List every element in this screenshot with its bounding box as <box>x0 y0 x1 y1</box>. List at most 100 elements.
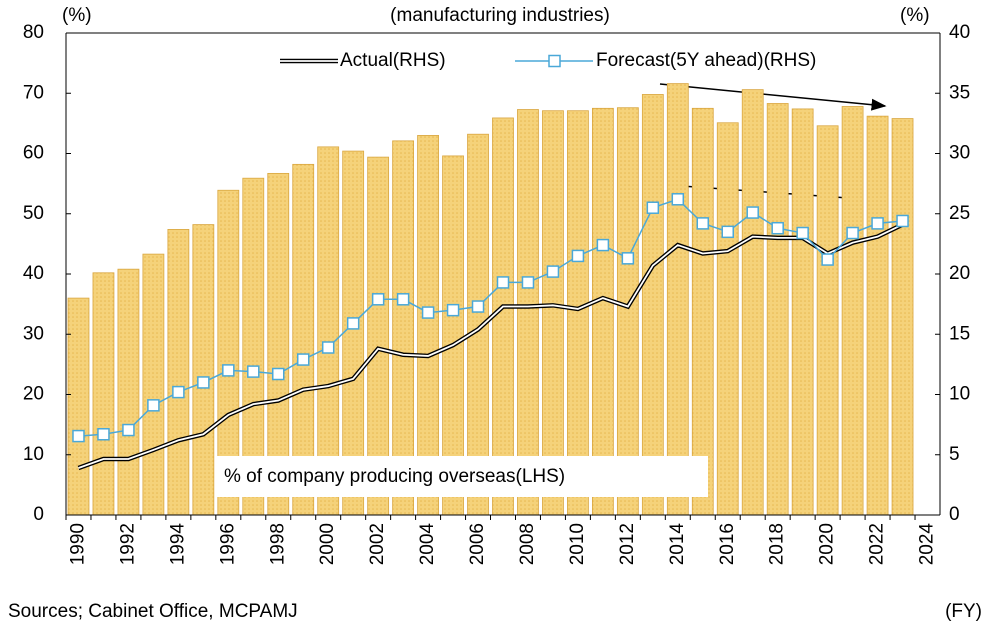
bar <box>117 268 140 516</box>
y2-tick-label: 15 <box>949 323 970 344</box>
x-tick-label: 2006 <box>467 523 488 565</box>
bar <box>741 89 764 516</box>
y2-tick-label: 25 <box>949 203 970 224</box>
forecast-marker <box>871 217 884 230</box>
bar <box>192 224 215 516</box>
x-tick-label: 2012 <box>617 523 638 565</box>
x-tick-label: 2016 <box>717 523 738 565</box>
bar <box>67 297 90 516</box>
legend-swatch <box>548 54 561 68</box>
forecast-marker <box>846 226 859 240</box>
legend-label: Actual(RHS) <box>340 50 446 71</box>
bar <box>891 118 914 516</box>
forecast-marker <box>596 238 610 252</box>
forecast-marker <box>546 265 560 278</box>
forecast-marker <box>122 423 135 437</box>
actual-line <box>78 223 903 469</box>
bar <box>567 110 589 516</box>
y-tick-label: 60 <box>23 143 44 164</box>
y-tick-label: 70 <box>23 82 44 103</box>
forecast-marker <box>147 399 160 412</box>
x-tick-label: 1990 <box>68 523 89 565</box>
forecast-marker <box>396 293 410 306</box>
forecast-marker <box>72 429 85 443</box>
legend-label: Forecast(5Y ahead)(RHS) <box>596 50 816 71</box>
bar <box>866 115 889 516</box>
forecast-marker <box>621 252 635 265</box>
x-tick-label: 2010 <box>567 523 588 565</box>
forecast-marker <box>97 428 110 441</box>
y2-tick-label: 10 <box>949 384 970 405</box>
bar <box>142 253 165 516</box>
bar <box>816 125 839 516</box>
bar <box>791 108 814 516</box>
y-tick-label: 10 <box>23 444 44 465</box>
x-tick-label: 2014 <box>667 523 688 566</box>
forecast-marker <box>696 217 710 230</box>
forecast-marker <box>421 306 435 319</box>
y2-axis-label: (%) <box>900 5 930 26</box>
bar <box>766 103 789 516</box>
y2-tick-label: 20 <box>949 263 970 284</box>
forecast-marker <box>446 303 460 317</box>
forecast-marker <box>346 317 360 330</box>
y-tick-label: 50 <box>23 203 44 224</box>
forecast-marker <box>197 376 210 389</box>
x-tick-label: 2020 <box>817 523 838 565</box>
forecast-marker <box>571 249 585 263</box>
forecast-marker <box>721 225 734 239</box>
bar <box>167 229 190 516</box>
forecast-marker <box>296 353 310 366</box>
trend-arrow <box>659 83 887 111</box>
y-tick-label: 40 <box>23 263 44 284</box>
forecast-marker <box>496 276 510 289</box>
y-axis-label: (%) <box>62 5 92 26</box>
x-tick-label: 2018 <box>767 523 788 565</box>
x-tick-label: 1992 <box>117 523 138 565</box>
y2-tick-label: 5 <box>949 444 960 465</box>
y-tick-label: 20 <box>23 384 44 405</box>
forecast-line <box>78 198 903 437</box>
series-label-box <box>215 456 708 497</box>
forecast-marker <box>646 201 660 214</box>
bar <box>841 106 864 516</box>
bar <box>691 107 714 516</box>
bar <box>591 107 614 516</box>
x-tick-label: 1996 <box>217 523 238 565</box>
x-tick-label: 2008 <box>517 523 538 565</box>
forecast-marker <box>746 206 759 219</box>
x-tick-label: 2024 <box>917 523 938 566</box>
y-tick-label: 0 <box>33 504 44 525</box>
y-tick-label: 80 <box>23 22 44 43</box>
x-tick-label: 2004 <box>417 523 438 566</box>
forecast-marker <box>272 367 285 381</box>
x-tick-label: 1994 <box>167 523 188 566</box>
forecast-marker <box>471 300 485 313</box>
bar <box>492 117 514 516</box>
y2-tick-label: 35 <box>949 82 970 103</box>
x-tick-label: 2000 <box>317 523 338 565</box>
forecast-marker <box>521 276 535 289</box>
x-tick-label: 1998 <box>267 523 288 565</box>
y2-tick-label: 0 <box>949 504 960 525</box>
bar <box>641 94 664 516</box>
bar <box>666 83 689 516</box>
forecast-marker <box>172 385 185 399</box>
y2-tick-label: 30 <box>949 143 970 164</box>
forecast-marker <box>896 214 909 228</box>
forecast-marker <box>671 193 685 206</box>
bar <box>716 122 739 516</box>
forecast-marker <box>222 364 235 377</box>
bar <box>616 107 639 516</box>
y-tick-label: 30 <box>23 323 44 344</box>
forecast-marker <box>821 253 834 266</box>
forecast-marker <box>321 341 335 354</box>
x-unit: (FY) <box>945 601 982 622</box>
bar <box>517 109 539 516</box>
bar <box>542 110 564 516</box>
bar <box>92 272 115 516</box>
forecast-marker <box>771 221 784 235</box>
chart-subtitle: (manufacturing industries) <box>390 5 610 26</box>
source: Sources; Cabinet Office, MCPAMJ <box>8 601 298 622</box>
